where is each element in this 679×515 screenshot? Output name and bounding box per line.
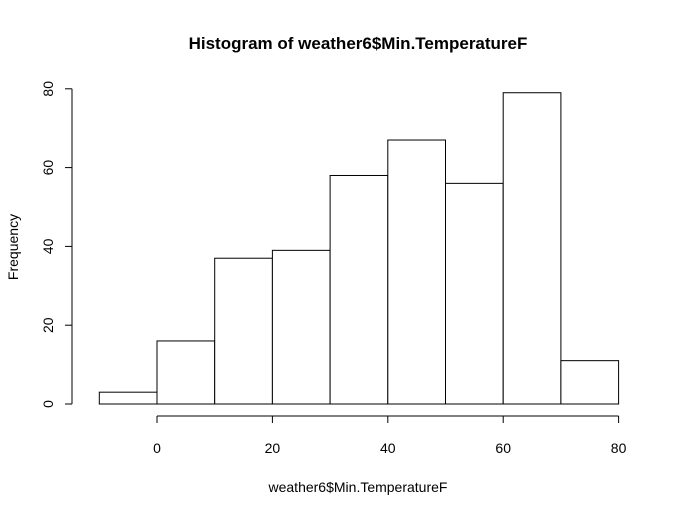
histogram-bar-6 xyxy=(445,182,504,405)
histogram-bar-7 xyxy=(502,92,562,405)
y-tick-label: 80 xyxy=(40,81,56,97)
y-axis-label: Frequency xyxy=(5,214,21,280)
x-tick-label: 60 xyxy=(495,440,511,456)
x-axis: 0 20 40 60 80 xyxy=(153,415,627,456)
histogram-bar-1 xyxy=(156,340,216,405)
histogram-bar-4 xyxy=(329,174,389,405)
histogram-bar-2 xyxy=(214,257,273,405)
chart-title: Histogram of weather6$Min.TemperatureF xyxy=(189,34,528,53)
histogram-bar-5 xyxy=(387,139,446,405)
x-tick-label: 80 xyxy=(611,440,627,456)
x-axis-label: weather6$Min.TemperatureF xyxy=(268,479,448,495)
x-tick-label: 20 xyxy=(265,440,281,456)
histogram-bar-8 xyxy=(560,360,620,405)
histogram-bar-0 xyxy=(98,391,158,405)
y-tick-label: 20 xyxy=(40,317,56,333)
bars-group xyxy=(98,92,620,405)
y-tick-label: 60 xyxy=(40,160,56,176)
x-tick-label: 0 xyxy=(153,440,161,456)
y-axis: 0 20 40 60 80 xyxy=(40,81,73,408)
y-tick-label: 40 xyxy=(40,238,56,254)
x-tick-label: 40 xyxy=(380,440,396,456)
histogram-bar-3 xyxy=(271,249,331,405)
y-tick-label: 0 xyxy=(40,400,56,408)
